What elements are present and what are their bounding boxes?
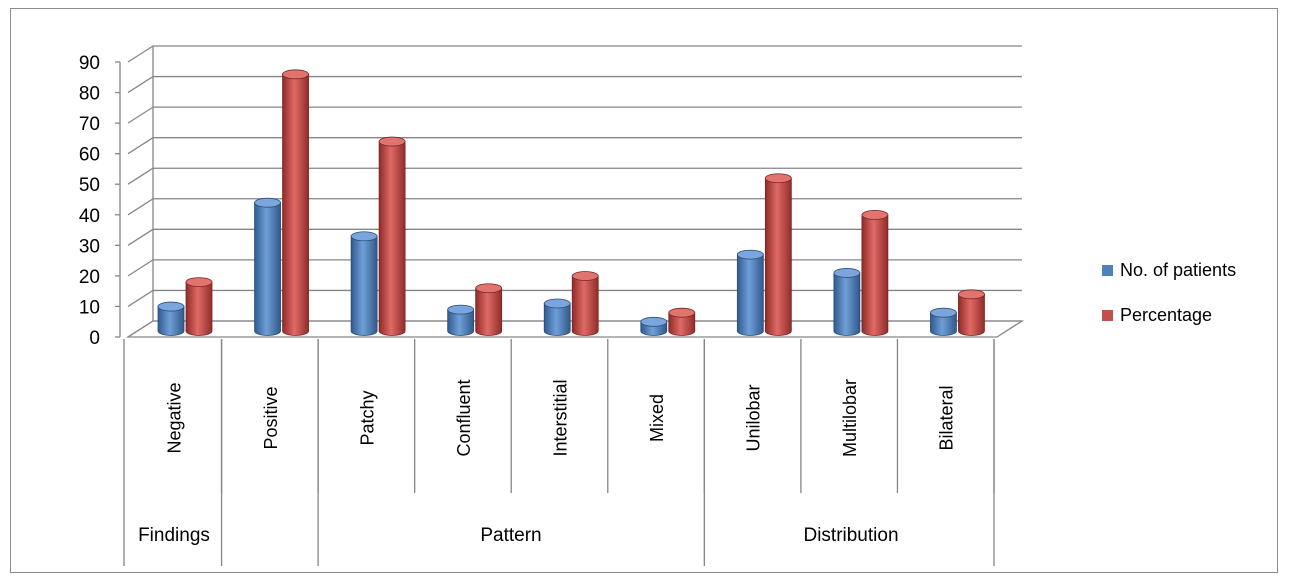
legend-label: No. of patients <box>1120 260 1236 280</box>
bar <box>736 249 764 336</box>
floor <box>125 320 1025 338</box>
y-tick-label: 20 <box>79 267 100 288</box>
bars <box>157 69 985 336</box>
category-label: Negative <box>164 382 184 453</box>
gridline-side <box>127 76 154 94</box>
category-label: Interstitial <box>551 379 571 456</box>
bar <box>378 136 406 336</box>
bar <box>157 301 185 336</box>
bar <box>958 289 985 336</box>
group-label: Pattern <box>480 525 541 546</box>
bar-body <box>930 312 957 336</box>
bar <box>861 209 889 336</box>
category-label: Bilateral <box>937 385 957 450</box>
category-label: Mixed <box>647 394 667 442</box>
bar-top <box>378 136 406 147</box>
gridline-side <box>127 45 154 63</box>
bar-body <box>833 272 861 336</box>
bar-top <box>254 197 281 208</box>
y-tick-label: 80 <box>79 84 100 105</box>
bar-body <box>764 177 792 336</box>
bar-top <box>157 301 185 312</box>
y-tick-label: 40 <box>79 206 100 227</box>
legend-label: Percentage <box>1120 305 1212 325</box>
y-tick-label: 30 <box>79 236 100 257</box>
bar <box>282 69 309 336</box>
bar-body <box>157 306 185 336</box>
y-tick-label: 60 <box>79 145 100 166</box>
bar-top <box>640 316 668 327</box>
bar <box>833 268 861 336</box>
bar-top <box>543 298 571 309</box>
bar-top <box>833 268 861 278</box>
bar-body <box>861 214 889 336</box>
bar <box>668 307 696 336</box>
gridline-side <box>127 106 154 124</box>
bar-top <box>185 277 213 288</box>
bar-body <box>543 303 571 336</box>
bar <box>350 231 378 336</box>
category-labels: Negative Positive Patchy Confluent Interstit… <box>123 339 995 566</box>
y-tick-label: 50 <box>79 175 100 196</box>
bar <box>447 304 475 336</box>
y-tick-label: 90 <box>79 53 100 74</box>
bar-top <box>571 271 599 281</box>
y-tick-labels: 0 10 20 30 40 50 60 70 80 90 <box>79 53 100 349</box>
bar-top <box>447 304 475 315</box>
bar-top <box>736 249 764 260</box>
bar-body <box>350 235 378 336</box>
bar-body <box>668 312 696 336</box>
category-label: Confluent <box>454 379 474 456</box>
bar <box>254 197 281 336</box>
gridline-side <box>127 137 154 155</box>
bar-top <box>350 231 378 242</box>
y-tick-label: 70 <box>79 114 100 135</box>
bar-body <box>378 141 406 336</box>
bar <box>640 316 668 336</box>
bar <box>543 298 571 336</box>
category-label: Unilobar <box>744 384 764 451</box>
bar-body <box>571 275 599 336</box>
bar <box>930 307 957 336</box>
bar-body <box>958 293 985 336</box>
bar-top <box>958 289 985 300</box>
bar <box>185 277 213 336</box>
y-tick-label: 10 <box>79 297 100 318</box>
bar-body <box>185 281 213 336</box>
category-label: Multilobar <box>840 379 860 457</box>
gridline-side <box>127 289 154 307</box>
category-label: Positive <box>261 386 281 449</box>
bar <box>571 271 599 336</box>
legend-swatch <box>1102 265 1113 276</box>
bar-top <box>764 173 792 184</box>
gridline-side <box>127 167 154 185</box>
bar-top <box>668 307 696 318</box>
bar <box>764 173 792 336</box>
bar-body <box>475 287 503 336</box>
bar-body <box>282 73 309 336</box>
bar-body <box>254 202 281 336</box>
y-tick-label: 0 <box>89 328 100 349</box>
group-label: Findings <box>138 525 210 546</box>
bar-top <box>930 307 957 318</box>
legend-swatch <box>1102 310 1113 321</box>
category-label: Patchy <box>357 390 377 445</box>
legend: No. of patients Percentage <box>1102 260 1236 325</box>
bar-top <box>282 69 309 80</box>
bar <box>475 283 503 336</box>
gridline-side <box>127 198 154 216</box>
gridline-side <box>127 259 154 277</box>
bar-top <box>861 209 889 220</box>
bar-top <box>475 283 503 294</box>
gridline-side <box>127 228 154 246</box>
bar-body <box>447 309 475 336</box>
axes <box>115 61 1025 338</box>
bar-body <box>736 254 764 336</box>
group-label: Distribution <box>803 525 898 546</box>
